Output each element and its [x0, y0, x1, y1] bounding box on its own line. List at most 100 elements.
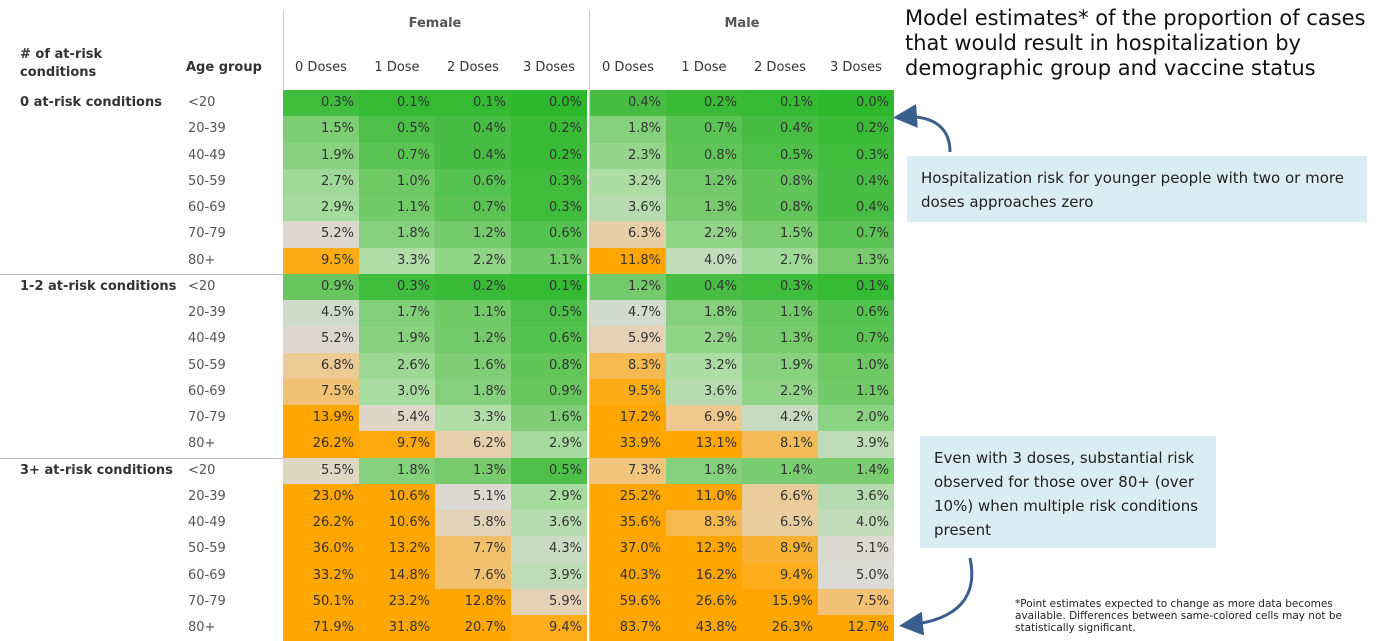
table-cell: 9.4%	[511, 615, 587, 641]
table-cell: 3.0%	[359, 378, 435, 405]
arrows	[893, 103, 974, 636]
column-header: 1 Dose	[681, 60, 727, 75]
table-cell: 0.3%	[511, 168, 587, 195]
table-cell: 3.6%	[666, 378, 742, 405]
table-cell: 50.1%	[283, 588, 359, 615]
table-cell: 10.6%	[359, 483, 435, 510]
table-cell: 2.9%	[511, 431, 587, 458]
table-cell: 0.1%	[511, 273, 587, 300]
age-group: 50-59	[188, 541, 226, 557]
table-cell: 2.2%	[435, 247, 511, 274]
table-cell: 5.0%	[818, 562, 894, 589]
table-cell: 7.7%	[435, 536, 511, 563]
table-cell: 2.2%	[742, 378, 818, 405]
table-cell: 0.7%	[435, 195, 511, 222]
table-cell: 20.7%	[435, 615, 511, 641]
age-group: 70-79	[188, 226, 226, 242]
age-group: 40-49	[188, 147, 226, 163]
column-header: 0 Doses	[295, 60, 347, 75]
table-cell: 0.7%	[666, 116, 742, 143]
table-cell: 0.3%	[359, 273, 435, 300]
table-cell: 1.7%	[359, 300, 435, 327]
table-cell: 71.9%	[283, 615, 359, 641]
table-cell: 1.1%	[818, 378, 894, 405]
table-cell: 0.3%	[818, 142, 894, 169]
table-cell: 9.5%	[590, 378, 666, 405]
age-group: <20	[188, 95, 216, 110]
age-group: 70-79	[188, 593, 226, 609]
table-cell: 2.3%	[590, 142, 666, 169]
table-cell: 5.2%	[283, 326, 359, 353]
column-header: 1 Dose	[374, 60, 420, 75]
table-cell: 1.5%	[742, 221, 818, 248]
age-group: <20	[188, 462, 216, 478]
table-cell: 3.3%	[359, 247, 435, 274]
table-cell: 0.9%	[283, 273, 359, 300]
table-cell: 6.9%	[666, 405, 742, 432]
table-cell: 0.2%	[511, 142, 587, 169]
age-group: 60-69	[188, 200, 226, 215]
table-cell: 11.0%	[666, 483, 742, 510]
table-cell: 23.2%	[359, 588, 435, 615]
table-cell: 0.2%	[818, 116, 894, 143]
table-cell: 7.5%	[818, 588, 894, 615]
table-cell: 16.2%	[666, 562, 742, 589]
table-cell: 8.3%	[666, 510, 742, 537]
table-cell: 83.7%	[590, 615, 666, 641]
table-cell: 1.4%	[742, 457, 818, 484]
column-header: Age group	[186, 60, 262, 75]
table-cell: 31.8%	[359, 615, 435, 641]
table-cell: 59.6%	[590, 588, 666, 615]
table-cell: 7.6%	[435, 562, 511, 589]
table-cell: 1.2%	[435, 326, 511, 353]
table-cell: 0.2%	[435, 273, 511, 300]
table-cell: 3.6%	[818, 483, 894, 510]
table-cell: 0.1%	[742, 90, 818, 117]
table-cell: 1.8%	[590, 116, 666, 143]
table-cell: 0.8%	[511, 352, 587, 379]
table-cell: 0.4%	[590, 90, 666, 117]
table-cell: 1.8%	[359, 457, 435, 484]
table-cell: 6.6%	[742, 483, 818, 510]
table-cell: 4.3%	[511, 536, 587, 563]
age-group: 80+	[188, 252, 216, 268]
table-cell: 3.6%	[511, 510, 587, 537]
age-group: 80+	[188, 436, 216, 452]
table-cell: 0.6%	[818, 300, 894, 327]
table-cell: 2.2%	[666, 221, 742, 248]
table-cell: 6.8%	[283, 352, 359, 379]
table-cell: 1.6%	[435, 352, 511, 379]
table-cell: 12.3%	[666, 536, 742, 563]
table-cell: 0.4%	[666, 273, 742, 300]
table-cell: 1.1%	[435, 300, 511, 327]
table-cell: 8.9%	[742, 536, 818, 563]
table-cell: 0.3%	[742, 273, 818, 300]
table-cell: 0.3%	[283, 90, 359, 117]
age-group: 40-49	[188, 515, 226, 530]
callout: Even with 3 doses, substantial risk obse…	[920, 436, 1216, 548]
table-cell: 2.7%	[742, 247, 818, 274]
table-cell: 43.8%	[666, 615, 742, 641]
table-cell: 13.2%	[359, 536, 435, 563]
table-cell: 1.3%	[435, 457, 511, 484]
age-group: <20	[188, 278, 216, 294]
table-cell: 0.2%	[666, 90, 742, 117]
age-group: 50-59	[188, 357, 226, 373]
table-cell: 2.6%	[359, 352, 435, 379]
column-header: 2 Doses	[447, 60, 499, 75]
group-header: Female	[408, 16, 462, 31]
table-cell: 0.7%	[359, 142, 435, 169]
footnote: *Point estimates expected to change as m…	[1015, 598, 1342, 634]
table: Female Male # of at-risk conditions Age gro…	[0, 10, 895, 641]
table-cell: 36.0%	[283, 536, 359, 563]
table-cell: 1.8%	[666, 300, 742, 327]
table-cell: 0.4%	[818, 168, 894, 195]
table-cell: 6.5%	[742, 510, 818, 537]
table-cell: 15.9%	[742, 588, 818, 615]
table-cell: 0.4%	[818, 195, 894, 222]
table-cell: 35.6%	[590, 510, 666, 537]
table-cell: 2.7%	[283, 168, 359, 195]
table-cell: 25.2%	[590, 483, 666, 510]
table-cell: 3.2%	[590, 168, 666, 195]
